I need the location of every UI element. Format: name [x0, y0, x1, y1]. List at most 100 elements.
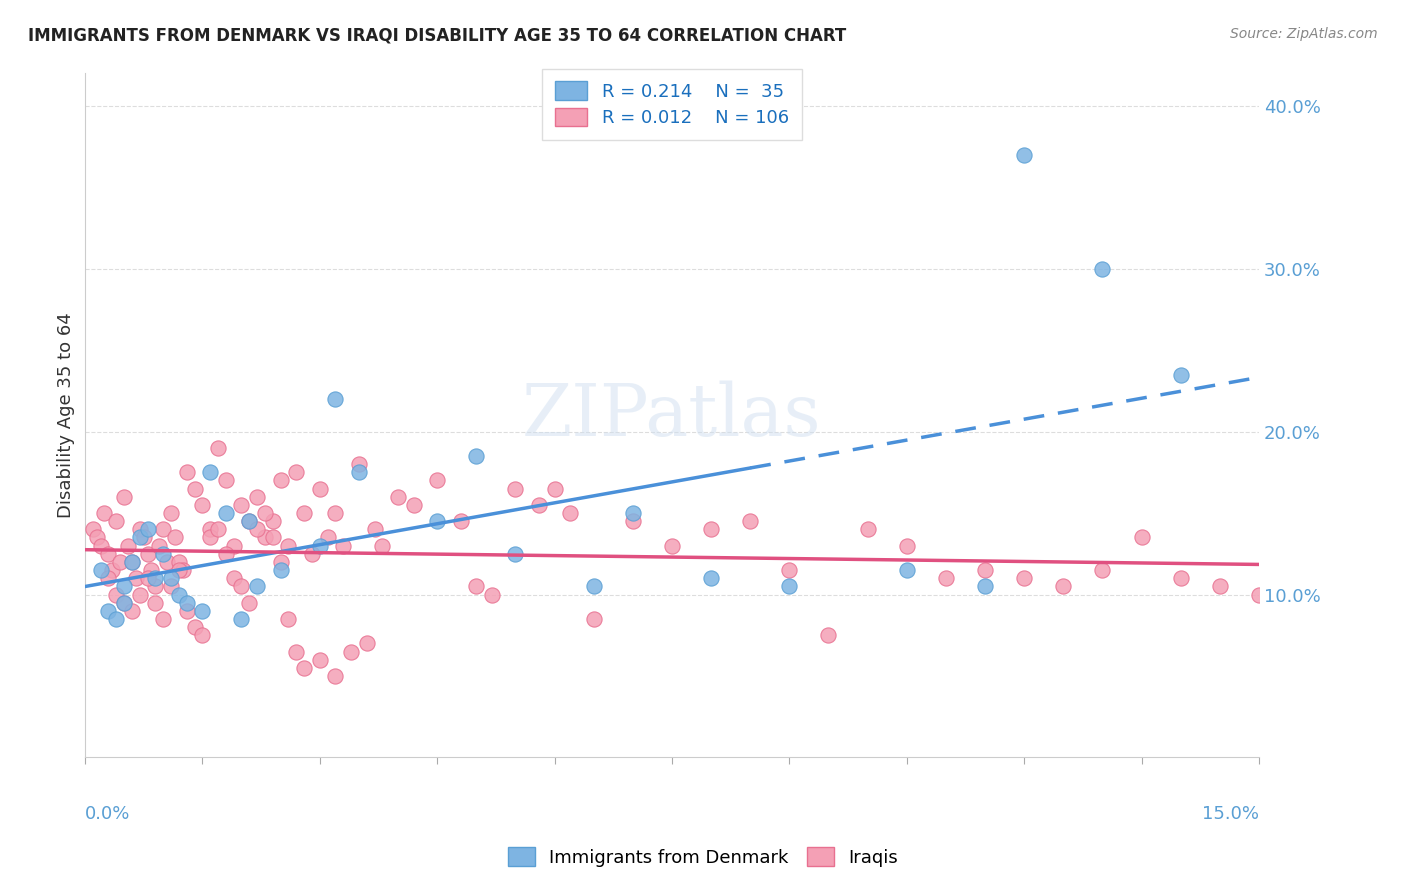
Legend: R = 0.214    N =  35, R = 0.012    N = 106: R = 0.214 N = 35, R = 0.012 N = 106	[543, 69, 801, 140]
Point	[198, 522, 221, 536]
Point	[176, 466, 198, 480]
Point	[128, 587, 150, 601]
Point	[426, 514, 449, 528]
Point	[167, 555, 190, 569]
Point	[450, 514, 472, 528]
Point	[145, 579, 167, 593]
Point	[935, 571, 957, 585]
Point	[621, 506, 644, 520]
Point	[112, 596, 135, 610]
Point	[90, 563, 112, 577]
Point	[465, 449, 488, 463]
Point	[270, 474, 292, 488]
Point	[582, 579, 605, 593]
Point	[136, 522, 159, 536]
Legend: Immigrants from Denmark, Iraqis: Immigrants from Denmark, Iraqis	[501, 840, 905, 874]
Point	[148, 539, 170, 553]
Point	[163, 531, 186, 545]
Point	[340, 644, 363, 658]
Point	[112, 596, 135, 610]
Point	[1012, 571, 1035, 585]
Text: 0.0%: 0.0%	[84, 805, 131, 823]
Point	[308, 653, 330, 667]
Point	[285, 466, 308, 480]
Point	[270, 555, 292, 569]
Point	[363, 522, 385, 536]
Point	[231, 579, 253, 593]
Point	[191, 498, 214, 512]
Point	[160, 579, 183, 593]
Point	[426, 474, 449, 488]
Point	[90, 539, 112, 553]
Text: Source: ZipAtlas.com: Source: ZipAtlas.com	[1230, 27, 1378, 41]
Point	[222, 571, 245, 585]
Point	[231, 612, 253, 626]
Point	[505, 547, 527, 561]
Point	[97, 571, 120, 585]
Point	[238, 514, 260, 528]
Point	[253, 506, 276, 520]
Point	[700, 522, 723, 536]
Point	[543, 482, 565, 496]
Text: IMMIGRANTS FROM DENMARK VS IRAQI DISABILITY AGE 35 TO 64 CORRELATION CHART: IMMIGRANTS FROM DENMARK VS IRAQI DISABIL…	[28, 27, 846, 45]
Point	[778, 579, 800, 593]
Point	[481, 587, 503, 601]
Point	[700, 571, 723, 585]
Point	[325, 669, 347, 683]
Point	[316, 531, 339, 545]
Point	[246, 522, 269, 536]
Point	[145, 571, 167, 585]
Point	[128, 531, 150, 545]
Point	[207, 522, 229, 536]
Point	[371, 539, 394, 553]
Point	[974, 579, 997, 593]
Point	[1091, 563, 1114, 577]
Point	[560, 506, 582, 520]
Point	[136, 571, 159, 585]
Point	[136, 547, 159, 561]
Point	[465, 579, 488, 593]
Point	[253, 531, 276, 545]
Y-axis label: Disability Age 35 to 64: Disability Age 35 to 64	[58, 312, 75, 518]
Point	[1170, 571, 1192, 585]
Point	[121, 604, 143, 618]
Point	[347, 457, 370, 471]
Point	[117, 539, 139, 553]
Point	[292, 661, 315, 675]
Point	[1170, 368, 1192, 382]
Point	[896, 563, 918, 577]
Point	[896, 539, 918, 553]
Point	[621, 514, 644, 528]
Point	[108, 555, 131, 569]
Point	[105, 514, 128, 528]
Text: 15.0%: 15.0%	[1202, 805, 1258, 823]
Point	[301, 547, 323, 561]
Point	[308, 482, 330, 496]
Point	[740, 514, 762, 528]
Point	[82, 522, 104, 536]
Point	[141, 563, 163, 577]
Point	[215, 547, 238, 561]
Point	[277, 612, 299, 626]
Point	[145, 596, 167, 610]
Point	[105, 587, 128, 601]
Point	[308, 539, 330, 553]
Point	[238, 596, 260, 610]
Point	[160, 571, 183, 585]
Point	[160, 506, 183, 520]
Point	[183, 620, 205, 634]
Point	[152, 522, 174, 536]
Point	[152, 547, 174, 561]
Point	[262, 514, 284, 528]
Point	[132, 531, 155, 545]
Point	[176, 596, 198, 610]
Point	[1247, 587, 1270, 601]
Point	[347, 466, 370, 480]
Point	[176, 604, 198, 618]
Point	[262, 531, 284, 545]
Point	[778, 563, 800, 577]
Point	[93, 506, 115, 520]
Point	[505, 482, 527, 496]
Point	[191, 604, 214, 618]
Point	[817, 628, 839, 642]
